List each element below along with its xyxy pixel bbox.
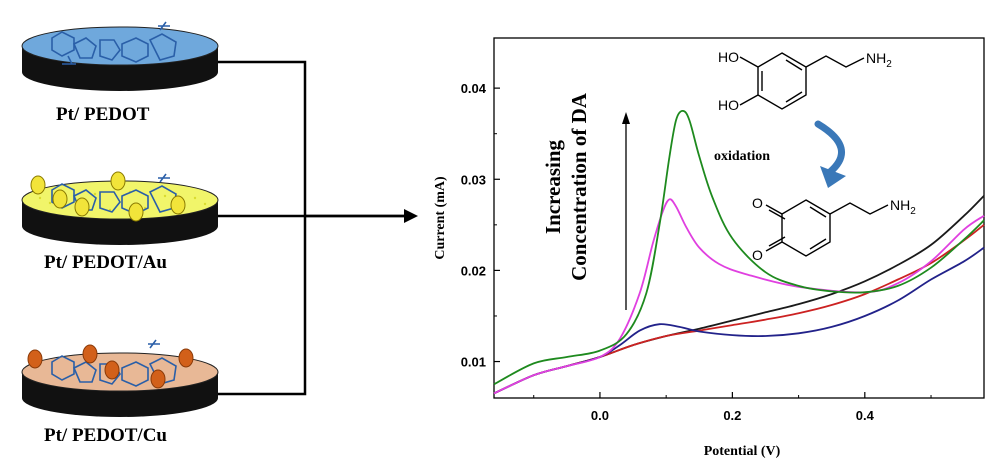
- pedot-structure-icon: [51, 339, 177, 387]
- series-curve-4: [493, 109, 985, 386]
- y-axis-title: Current (mA): [433, 176, 448, 260]
- quinone-amine: NH2: [890, 197, 916, 217]
- pedot-structure-icon: [51, 21, 177, 65]
- x-axis-ticks: 0.0 0.2 0.4: [533, 392, 932, 423]
- y-tick-label: 0.04: [461, 81, 487, 96]
- electrode-pt-pedot-au: [21, 171, 219, 245]
- electrode-pt-pedot-cu: [21, 339, 219, 417]
- x-tick-label: 0.4: [856, 408, 875, 423]
- annotation-increasing: Increasing: [541, 139, 565, 234]
- increase-arrow-icon: [622, 112, 630, 310]
- x-tick-label: 0.2: [723, 408, 741, 423]
- quinone-oxygen-bottom: O: [752, 247, 763, 263]
- y-tick-label: 0.03: [461, 172, 486, 187]
- gold-nanoparticle-icon: [30, 171, 186, 222]
- electrode-pt-pedot: [21, 21, 219, 91]
- electrode-label-pedot-cu: Pt/ PEDOT/Cu: [44, 425, 167, 446]
- plot-frame: [493, 37, 985, 399]
- x-axis-title: Potential (V): [704, 444, 781, 459]
- chart-series-group: [493, 109, 985, 395]
- dopamine-quinone-structure: [765, 199, 889, 257]
- dopamine-structure: [739, 52, 865, 110]
- cyclic-voltammogram-chart: 0.0 0.2 0.4 0.01 0.02 0.03 0.04 Potential (V)…: [433, 37, 985, 459]
- copper-nanoparticle-icon: [27, 344, 194, 389]
- quinone-oxygen-top: O: [752, 195, 763, 211]
- oxidation-label: oxidation: [714, 149, 770, 164]
- y-tick-label: 0.01: [461, 355, 486, 370]
- dopamine-amine: NH2: [866, 50, 892, 70]
- x-tick-label: 0.0: [591, 408, 609, 423]
- series-curve-3: [493, 198, 985, 395]
- electrode-label-pedot-au: Pt/ PEDOT/Au: [44, 252, 167, 273]
- connector-arrow: [305, 209, 418, 223]
- oxidation-arrow-icon: [814, 120, 846, 188]
- dopamine-hydroxyl-top: HO: [718, 49, 739, 65]
- annotation-concentration: Concentration of DA: [567, 92, 591, 281]
- dopamine-hydroxyl-bottom: HO: [718, 97, 739, 113]
- connector-lines: [218, 60, 405, 396]
- y-tick-label: 0.02: [461, 263, 486, 278]
- y-axis-ticks: 0.01 0.02 0.03 0.04: [461, 81, 500, 370]
- electrode-label-pedot: Pt/ PEDOT: [56, 104, 150, 125]
